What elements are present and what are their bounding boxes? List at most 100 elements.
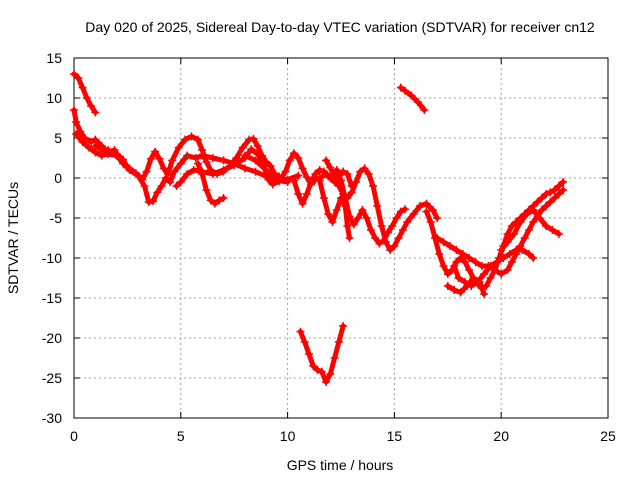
data-point <box>189 166 198 174</box>
data-point <box>422 207 431 216</box>
data-point <box>134 171 143 180</box>
data-point <box>369 182 378 190</box>
data-point <box>72 118 81 126</box>
data-point <box>349 220 358 229</box>
data-point <box>281 167 290 176</box>
data-point <box>202 186 211 194</box>
series-track-11 <box>433 186 568 278</box>
data-point <box>330 354 339 362</box>
data-point <box>542 190 551 198</box>
data-point <box>153 188 162 197</box>
data-point <box>439 262 448 270</box>
data-point <box>443 270 452 278</box>
data-point <box>388 222 397 230</box>
data-point <box>366 226 375 234</box>
data-point <box>390 242 399 250</box>
data-point <box>445 242 454 250</box>
data-point <box>268 180 277 189</box>
data-point <box>413 98 422 106</box>
data-point <box>313 366 322 374</box>
data-point <box>326 370 335 378</box>
data-point <box>298 199 307 208</box>
data-point <box>463 282 472 290</box>
data-point <box>537 194 546 202</box>
data-point <box>172 182 181 190</box>
data-point <box>529 254 538 262</box>
data-point <box>332 166 341 174</box>
data-point <box>550 186 559 194</box>
x-tick-label: 10 <box>280 428 296 444</box>
y-tick-label: -5 <box>50 210 63 226</box>
data-point <box>343 170 352 178</box>
series-track-16 <box>240 151 303 184</box>
data-point <box>309 362 318 370</box>
data-point <box>505 250 514 258</box>
data-point <box>176 178 185 186</box>
x-axis-title: GPS time / hours <box>287 457 394 473</box>
series-track-7 <box>315 176 354 242</box>
data-point <box>219 166 228 174</box>
y-tick-label: -20 <box>42 330 62 346</box>
data-point <box>84 143 93 152</box>
data-point <box>358 206 367 214</box>
data-point <box>492 258 501 266</box>
data-point <box>119 155 128 164</box>
data-point <box>240 164 249 173</box>
data-point <box>157 182 166 190</box>
data-point <box>112 150 121 158</box>
data-point <box>324 172 333 181</box>
data-point <box>251 156 260 165</box>
data-point <box>465 266 474 274</box>
x-tick-label: 5 <box>177 428 185 444</box>
series-track-9 <box>396 83 429 114</box>
data-point <box>535 214 544 222</box>
data-point <box>294 190 303 198</box>
chart-title: Day 020 of 2025, Sidereal Day-to-day VTE… <box>85 19 595 35</box>
data-point <box>458 250 467 258</box>
data-point <box>386 246 395 254</box>
data-point <box>460 258 469 266</box>
x-tick-label: 0 <box>70 428 78 444</box>
data-point <box>554 182 563 190</box>
data-point <box>249 134 258 143</box>
series-track-13 <box>497 206 563 254</box>
data-point <box>428 206 437 214</box>
data-point <box>343 222 352 230</box>
data-point <box>311 170 320 178</box>
y-axis-tick-labels: -30 -25 -20 -15 -10 -5 0 5 10 15 <box>42 50 62 426</box>
data-point <box>198 151 207 160</box>
data-point <box>542 222 551 230</box>
data-point <box>215 196 224 205</box>
data-point <box>339 322 348 330</box>
y-tick-label: 0 <box>54 170 62 186</box>
data-point <box>480 270 489 278</box>
data-point <box>516 218 525 226</box>
data-point <box>155 154 164 163</box>
data-point <box>294 171 303 180</box>
data-point <box>537 206 546 214</box>
data-point <box>144 198 153 206</box>
data-point <box>443 282 452 290</box>
data-point <box>230 161 239 170</box>
data-point <box>298 164 307 173</box>
data-point <box>262 166 271 174</box>
data-point <box>247 145 256 154</box>
data-point <box>375 239 384 248</box>
data-point <box>518 246 527 254</box>
data-point <box>343 194 352 202</box>
data-point <box>554 230 563 238</box>
data-point <box>187 132 196 141</box>
data-point <box>486 274 495 282</box>
data-point <box>70 106 78 114</box>
data-point <box>339 167 348 176</box>
data-point <box>403 218 412 226</box>
data-point <box>548 226 557 234</box>
data-point <box>91 142 100 150</box>
data-point <box>480 290 489 298</box>
data-point <box>450 262 459 270</box>
data-point <box>253 150 262 158</box>
data-point <box>330 174 339 182</box>
axis-ticks <box>73 57 609 419</box>
y-tick-label: 15 <box>46 50 62 66</box>
